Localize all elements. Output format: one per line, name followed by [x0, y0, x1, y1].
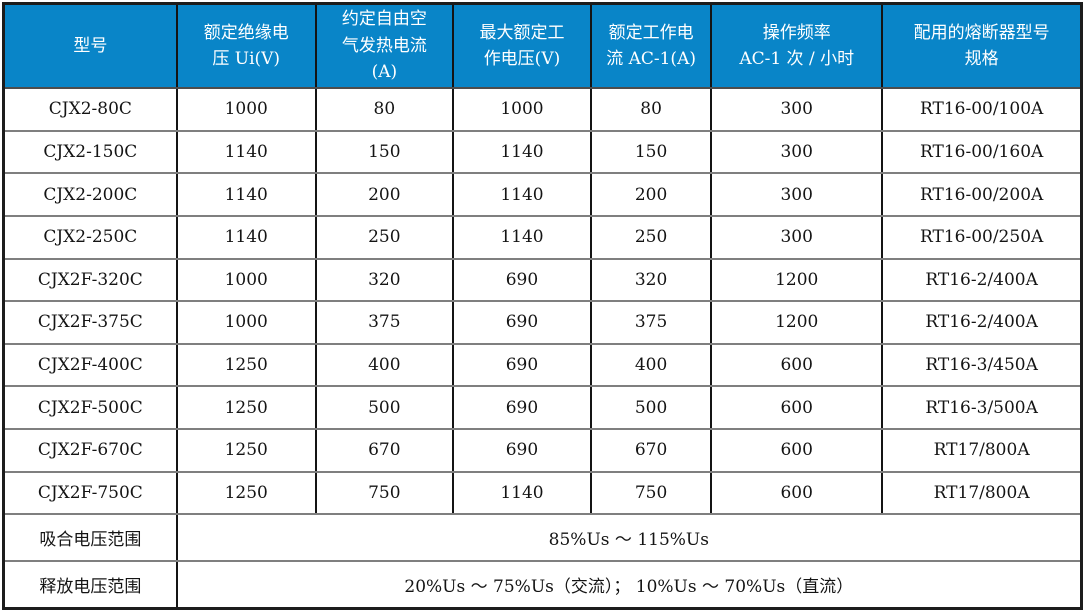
value-cell: RT16-00/250A	[881, 214, 1083, 260]
value-cell: RT16-00/200A	[881, 172, 1083, 217]
footer-label: 释放电压范围	[2, 560, 178, 610]
footer-value: 85%Us ～ 115%Us	[175, 513, 1083, 563]
value-cell: 1140	[451, 214, 593, 260]
table-row: CJX2F-375C 1000 375 690 375 1200 RT16-2/400A	[2, 300, 1083, 345]
column-header-1: 型号	[2, 2, 178, 89]
value-cell: 1250	[175, 428, 317, 473]
value-cell: RT17/800A	[881, 470, 1083, 516]
column-header-2: 额定绝缘电 压 Ui(V)	[175, 2, 317, 89]
value-cell: 1140	[175, 129, 317, 175]
table-row: CJX2-80C 1000 80 1000 80 300 RT16-00/100A	[2, 87, 1083, 132]
value-cell: 300	[710, 172, 884, 217]
value-cell: 1140	[451, 172, 593, 217]
value-cell: 200	[590, 172, 713, 217]
value-cell: 600	[710, 470, 884, 516]
value-cell: RT16-00/100A	[881, 87, 1083, 132]
header-row: 型号 额定绝缘电 压 Ui(V) 约定自由空 气发热电流 (A) 最大额定工 作电压(…	[2, 2, 1083, 89]
table-row: CJX2F-320C 1000 320 690 320 1200 RT16-2/400A	[2, 257, 1083, 303]
value-cell: 690	[451, 257, 593, 303]
value-cell: 690	[451, 385, 593, 430]
value-cell: RT16-00/160A	[881, 129, 1083, 175]
column-header-5: 额定工作电 流 AC-1(A)	[590, 2, 713, 89]
value-cell: 1250	[175, 342, 317, 388]
value-cell: 500	[590, 385, 713, 430]
value-cell: 1000	[175, 300, 317, 345]
model-cell: CJX2-250C	[2, 214, 178, 260]
column-header-6: 操作频率 AC-1 次 / 小时	[710, 2, 884, 89]
model-cell: CJX2F-750C	[2, 470, 178, 516]
value-cell: 690	[451, 300, 593, 345]
model-cell: CJX2-200C	[2, 172, 178, 217]
footer-row: 吸合电压范围 85%Us ～ 115%Us	[2, 513, 1083, 563]
model-cell: CJX2F-670C	[2, 428, 178, 473]
model-cell: CJX2-150C	[2, 129, 178, 175]
table-row: CJX2F-400C 1250 400 690 400 600 RT16-3/450A	[2, 342, 1083, 388]
table-row: CJX2-250C 1140 250 1140 250 300 RT16-00/250A	[2, 214, 1083, 260]
value-cell: 1250	[175, 470, 317, 516]
table-row: CJX2F-500C 1250 500 690 500 600 RT16-3/500A	[2, 385, 1083, 430]
value-cell: 400	[590, 342, 713, 388]
model-cell: CJX2F-400C	[2, 342, 178, 388]
value-cell: RT16-3/500A	[881, 385, 1083, 430]
column-header-7: 配用的熔断器型号 规格	[881, 2, 1083, 89]
model-cell: CJX2F-320C	[2, 257, 178, 303]
value-cell: 690	[451, 342, 593, 388]
value-cell: RT16-3/450A	[881, 342, 1083, 388]
table-row: CJX2F-670C 1250 670 690 670 600 RT17/800A	[2, 428, 1083, 473]
value-cell: 1000	[175, 257, 317, 303]
value-cell: RT16-2/400A	[881, 257, 1083, 303]
column-header-4: 最大额定工 作电压(V)	[451, 2, 593, 89]
value-cell: 150	[314, 129, 454, 175]
value-cell: 1140	[175, 172, 317, 217]
model-cell: CJX2F-375C	[2, 300, 178, 345]
model-cell: CJX2F-500C	[2, 385, 178, 430]
value-cell: 80	[590, 87, 713, 132]
footer-label: 吸合电压范围	[2, 513, 178, 563]
value-cell: 670	[314, 428, 454, 473]
table-header: 型号 额定绝缘电 压 Ui(V) 约定自由空 气发热电流 (A) 最大额定工 作电压(…	[2, 2, 1083, 89]
value-cell: 400	[314, 342, 454, 388]
value-cell: RT16-2/400A	[881, 300, 1083, 345]
table-row: CJX2F-750C 1250 750 1140 750 600 RT17/800A	[2, 470, 1083, 516]
value-cell: 250	[590, 214, 713, 260]
footer-row: 释放电压范围 20%Us ～ 75%Us（交流）； 10%Us ～ 70%Us（直…	[2, 560, 1083, 610]
value-cell: 600	[710, 385, 884, 430]
value-cell: 320	[314, 257, 454, 303]
value-cell: 150	[590, 129, 713, 175]
value-cell: 1140	[451, 129, 593, 175]
column-header-3: 约定自由空 气发热电流 (A)	[314, 2, 454, 89]
value-cell: 750	[590, 470, 713, 516]
value-cell: 600	[710, 428, 884, 473]
value-cell: 1200	[710, 257, 884, 303]
value-cell: 375	[590, 300, 713, 345]
footer-value: 20%Us ～ 75%Us（交流）； 10%Us ～ 70%Us（直流）	[175, 560, 1083, 610]
value-cell: 690	[451, 428, 593, 473]
value-cell: 1140	[451, 470, 593, 516]
value-cell: 1250	[175, 385, 317, 430]
model-cell: CJX2-80C	[2, 87, 178, 132]
value-cell: 200	[314, 172, 454, 217]
value-cell: 300	[710, 129, 884, 175]
value-cell: 320	[590, 257, 713, 303]
value-cell: 250	[314, 214, 454, 260]
value-cell: 1200	[710, 300, 884, 345]
value-cell: RT17/800A	[881, 428, 1083, 473]
value-cell: 1000	[451, 87, 593, 132]
table-body: CJX2-80C 1000 80 1000 80 300 RT16-00/100A CJX2-…	[2, 87, 1083, 610]
value-cell: 300	[710, 87, 884, 132]
value-cell: 80	[314, 87, 454, 132]
value-cell: 1000	[175, 87, 317, 132]
value-cell: 500	[314, 385, 454, 430]
table-row: CJX2-150C 1140 150 1140 150 300 RT16-00/160A	[2, 129, 1083, 175]
table-row: CJX2-200C 1140 200 1140 200 300 RT16-00/200A	[2, 172, 1083, 217]
value-cell: 670	[590, 428, 713, 473]
value-cell: 1140	[175, 214, 317, 260]
value-cell: 375	[314, 300, 454, 345]
value-cell: 750	[314, 470, 454, 516]
value-cell: 600	[710, 342, 884, 388]
value-cell: 300	[710, 214, 884, 260]
